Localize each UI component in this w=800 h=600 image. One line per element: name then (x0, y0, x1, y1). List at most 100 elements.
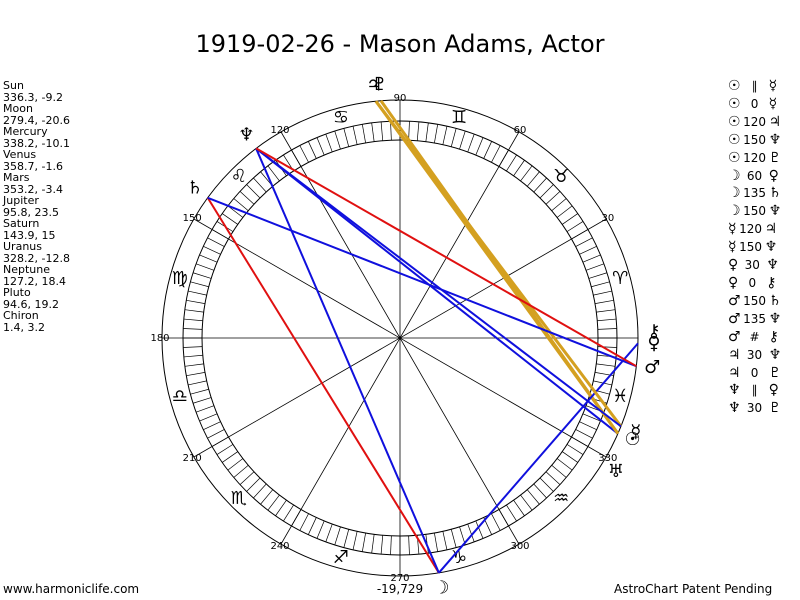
ring-tick (533, 483, 547, 499)
aspect-to: ♇ (768, 400, 782, 417)
planet-longitude: 338.2 (3, 137, 42, 150)
planet-latitude: -10.1 (41, 136, 70, 150)
planet-list: Sun336.3-9.2Moon279.4-20.6Mercury338.2-1… (3, 79, 70, 334)
planet-longitude: 127.2 (3, 275, 42, 288)
zodiac-sign: ♏ (231, 488, 247, 509)
planet-coords: 328.2-12.8 (3, 252, 70, 265)
planet-longitude: 279.4 (3, 114, 42, 127)
ring-tick (483, 141, 493, 159)
planet-coords: 338.2-10.1 (3, 136, 70, 150)
ring-tick (513, 160, 525, 177)
ring-tick (199, 254, 218, 263)
ring-tick (582, 254, 601, 263)
aspect-row: ♀ 0 ⚷ (728, 275, 781, 293)
aspect-angle: 60 (746, 168, 763, 183)
aspect-from: ♆ (728, 400, 741, 417)
degree-label: 60 (514, 125, 527, 136)
planet-name: Uranus (3, 240, 42, 253)
aspect-from: ☿ (728, 239, 737, 256)
aspect-angle: 150 (739, 240, 763, 255)
planet-glyph: ♇ (372, 74, 388, 95)
aspect-row: ☉ 120 ♇ (728, 150, 781, 168)
aspect-row: ☉ 120 ♃ (728, 114, 781, 132)
ring-tick (467, 133, 475, 153)
ring-tick (222, 213, 239, 225)
aspect-to: ☿ (768, 95, 778, 112)
ring-tick (579, 421, 597, 431)
degree-label: 120 (270, 125, 289, 136)
ring-tick (566, 444, 584, 455)
aspect-to: ♀ (768, 382, 779, 399)
aspect-row: ♂ # ⚷ (728, 329, 781, 347)
ring-tick (183, 328, 203, 330)
aspect-to: ♇ (768, 149, 782, 166)
ring-tick (539, 184, 554, 199)
aspect-to: ♃ (768, 113, 782, 130)
ring-tick (561, 213, 578, 225)
aspect-row: ☿ 150 ♆ (728, 239, 781, 257)
aspect-line (255, 148, 440, 574)
aspect-angle: 150 (743, 293, 767, 308)
ring-tick (459, 526, 466, 546)
aspect-line (255, 147, 637, 368)
ring-tick (506, 504, 517, 522)
aspect-to: ♇ (768, 364, 782, 381)
footer-note: AstroChart Patent Pending (614, 582, 773, 596)
ring-tick (491, 145, 501, 163)
ring-tick (556, 458, 573, 471)
ring-tick (186, 372, 206, 377)
ring-tick (390, 121, 392, 141)
ring-tick (275, 499, 287, 516)
aspect-from: ☉ (728, 113, 741, 130)
ring-tick (207, 429, 225, 439)
ring-tick (475, 137, 484, 156)
ring-tick (575, 429, 593, 439)
aspect-row: ♃ 30 ♆ (728, 347, 781, 365)
aspect-to: ♆ (768, 131, 782, 148)
planet-longitude: 1.4 (3, 321, 28, 334)
aspect-angle: 150 (743, 132, 767, 147)
ring-tick (513, 499, 525, 516)
degree-label: 240 (270, 541, 289, 552)
aspect-from: ♆ (728, 382, 741, 399)
ring-tick (520, 165, 533, 182)
degree-label: 150 (183, 213, 202, 224)
planet-glyph: ⚷ (647, 321, 660, 342)
ring-tick (425, 122, 429, 142)
ring-tick (442, 126, 448, 145)
spoke (193, 218, 607, 458)
planet-glyph: ☿ (630, 421, 641, 442)
aspect-from: ☽ (728, 167, 741, 184)
ring-tick (442, 531, 448, 550)
zodiac-sign: ♌ (231, 166, 247, 187)
ring-tick (195, 405, 215, 413)
aspect-row: ♃ 0 ♇ (728, 365, 781, 383)
aspect-row: ☉ ∥ ☿ (728, 78, 781, 96)
aspect-angle: # (749, 329, 760, 344)
degree-label: 30 (601, 213, 614, 224)
ring-tick (188, 380, 207, 386)
planet-latitude: -3.4 (41, 182, 63, 196)
ring-tick (596, 309, 616, 313)
planet-longitude: 94.6 (3, 298, 35, 311)
aspect-from: ☉ (728, 149, 741, 166)
ring-tick (186, 299, 206, 304)
aspect-row: ♆ 30 ♇ (728, 400, 781, 418)
footer-count: -19,729 (376, 582, 424, 596)
aspect-row: ☉ 150 ♆ (728, 132, 781, 150)
ring-tick (408, 121, 410, 141)
planet-name: Sun (3, 79, 24, 92)
degree-label: 210 (183, 453, 202, 464)
planet-glyph: ♂ (644, 357, 660, 378)
aspect-list: ☉ ∥ ☿ ☉ 0 ☿ ☉ 120 ♃ ☉ 150 ♆ ☉ 120 ♇ ☽ 60 ♀ ☽ 135 ♄ ☽ 150 ♆ ☿ 120 ♃… (728, 78, 781, 418)
aspect-from: ☉ (728, 78, 741, 94)
ring-tick (588, 272, 608, 279)
ring-tick (450, 128, 457, 147)
ring-tick (582, 413, 601, 422)
planet-coords: 279.4-20.6 (3, 114, 70, 127)
aspect-angle: 0 (750, 365, 759, 380)
aspect-angle: 150 (743, 204, 767, 219)
ring-tick (267, 165, 280, 182)
ring-tick (207, 237, 225, 247)
